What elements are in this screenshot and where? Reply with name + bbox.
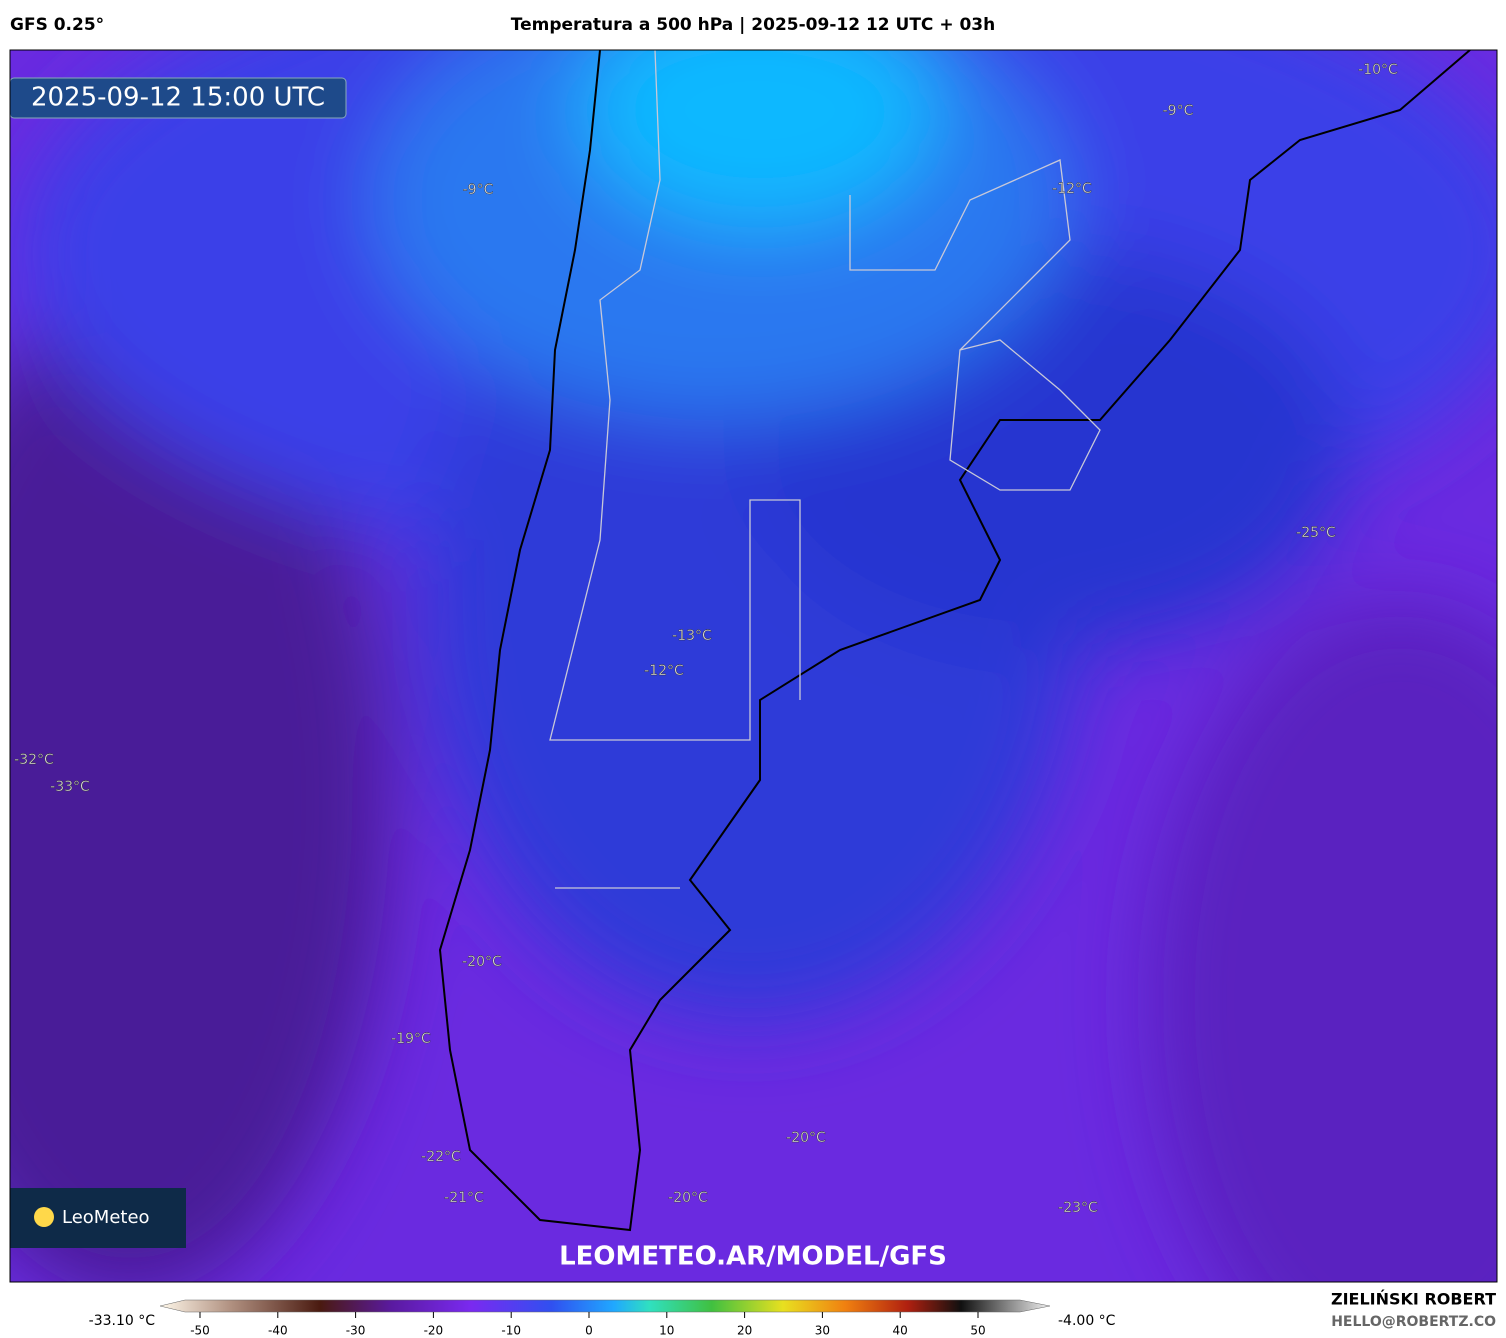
contour-label: -12°C: [644, 663, 684, 679]
timestamp: 2025-09-12 15:00 UTC: [31, 83, 325, 113]
logo-sun: [34, 1207, 54, 1227]
contour-label: -12°C: [1052, 181, 1092, 197]
borders: [849, 159, 1071, 351]
colorbar-tick-label: 20: [737, 1324, 752, 1338]
credit-name: ZIELIŃSKI ROBERT: [1331, 1290, 1496, 1309]
contour-label: -20°C: [786, 1130, 826, 1146]
contour-label: -20°C: [668, 1190, 708, 1206]
colorbar-tick-label: 30: [815, 1324, 830, 1338]
contour-label: -13°C: [672, 628, 712, 644]
uruguay-border: [949, 339, 1101, 491]
colorbar-tick-label: 0: [585, 1324, 593, 1338]
contour-label: -9°C: [1163, 103, 1194, 119]
timestamp-box: [10, 77, 347, 119]
colorbar-ticks: -50 -40 -30 -20 -10 0 10 20 30 40 50: [190, 1312, 986, 1338]
model-label: GFS 0.25°: [10, 15, 104, 35]
contour-label: -10°C: [1358, 62, 1398, 78]
contour-label: -22°C: [421, 1149, 461, 1165]
contour-label: -33°C: [50, 779, 90, 795]
coastline: [438, 50, 1471, 1232]
map-title: Temperatura a 500 hPa | 2025-09-12 12 UT…: [511, 15, 996, 35]
contour-labels: -9°C -10°C -9°C -12°C -25°C -13°C -12°C -32°C -3…: [14, 62, 1398, 1216]
colorbar-tick-label: 10: [659, 1324, 674, 1338]
colorbar-min: -33.10 °C: [89, 1313, 156, 1329]
contour-label: -9°C: [463, 182, 494, 198]
contour-label: -20°C: [462, 954, 502, 970]
colorbar-tick-label: 40: [893, 1324, 908, 1338]
credit-email: HELLO@ROBERTZ.CO: [1331, 1314, 1496, 1330]
colorbar-tick-label: -30: [346, 1324, 366, 1338]
watermark: LEOMETEO.AR/MODEL/GFS: [559, 1242, 947, 1272]
colorbar: [159, 1299, 1051, 1313]
colorbar-tick-label: -50: [190, 1324, 210, 1338]
colorbar-tick-label: -20: [424, 1324, 444, 1338]
contour-label: -21°C: [444, 1190, 484, 1206]
colorbar-tick-label: -10: [501, 1324, 521, 1338]
contour-label: -25°C: [1296, 525, 1336, 541]
colorbar-max: -4.00 °C: [1058, 1313, 1116, 1329]
contour-label: -32°C: [14, 752, 54, 768]
contour-label: -23°C: [1058, 1200, 1098, 1216]
logo-text: LeoMeteo: [62, 1207, 150, 1228]
borders: [549, 50, 801, 741]
colorbar-tick-label: -40: [268, 1324, 288, 1338]
colorbar-tick-label: 50: [970, 1324, 985, 1338]
contour-label: -19°C: [391, 1031, 431, 1047]
map-frame: [9, 49, 1498, 1283]
